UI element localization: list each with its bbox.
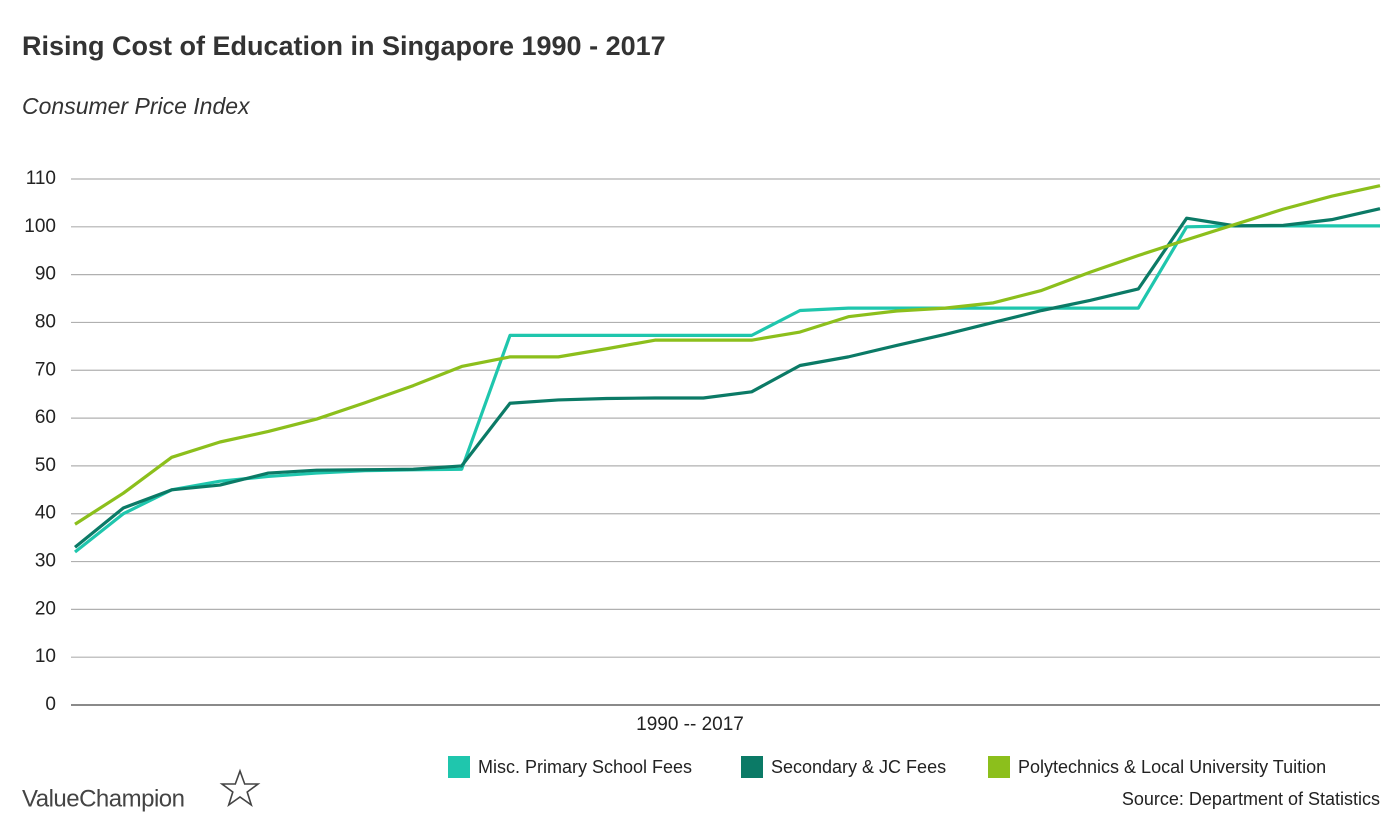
legend-swatch <box>448 756 470 778</box>
y-tick-label: 40 <box>35 503 56 524</box>
brand: ValueChampion <box>22 785 185 812</box>
y-tick-label: 70 <box>35 359 56 380</box>
y-tick-label: 30 <box>35 551 56 572</box>
x-axis-label: 1990 -- 2017 <box>636 714 744 735</box>
legend-swatch <box>741 756 763 778</box>
source: Source: Department of Statistics <box>1122 789 1380 809</box>
y-tick-label: 80 <box>35 311 56 332</box>
legend-label: Secondary & JC Fees <box>771 757 946 777</box>
y-tick-label: 10 <box>35 646 56 667</box>
chart-title: Rising Cost of Education in Singapore 19… <box>22 31 666 61</box>
y-tick-label: 110 <box>26 168 56 189</box>
y-tick-label: 50 <box>35 455 56 476</box>
data-line <box>74 184 1381 526</box>
brand-star <box>219 768 261 808</box>
chart-subtitle: Consumer Price Index <box>22 93 251 119</box>
y-tick-label: 0 <box>45 694 56 715</box>
y-tick-label: 60 <box>35 407 56 428</box>
data-line <box>74 224 1380 554</box>
y-tick-label: 100 <box>24 216 56 237</box>
y-tick-label: 20 <box>35 598 56 619</box>
legend-swatch <box>988 756 1010 778</box>
data-line <box>73 207 1381 549</box>
legend-label: Misc. Primary School Fees <box>478 757 692 777</box>
legend-label: Polytechnics & Local University Tuition <box>1018 757 1326 777</box>
y-tick-label: 90 <box>35 264 56 285</box>
